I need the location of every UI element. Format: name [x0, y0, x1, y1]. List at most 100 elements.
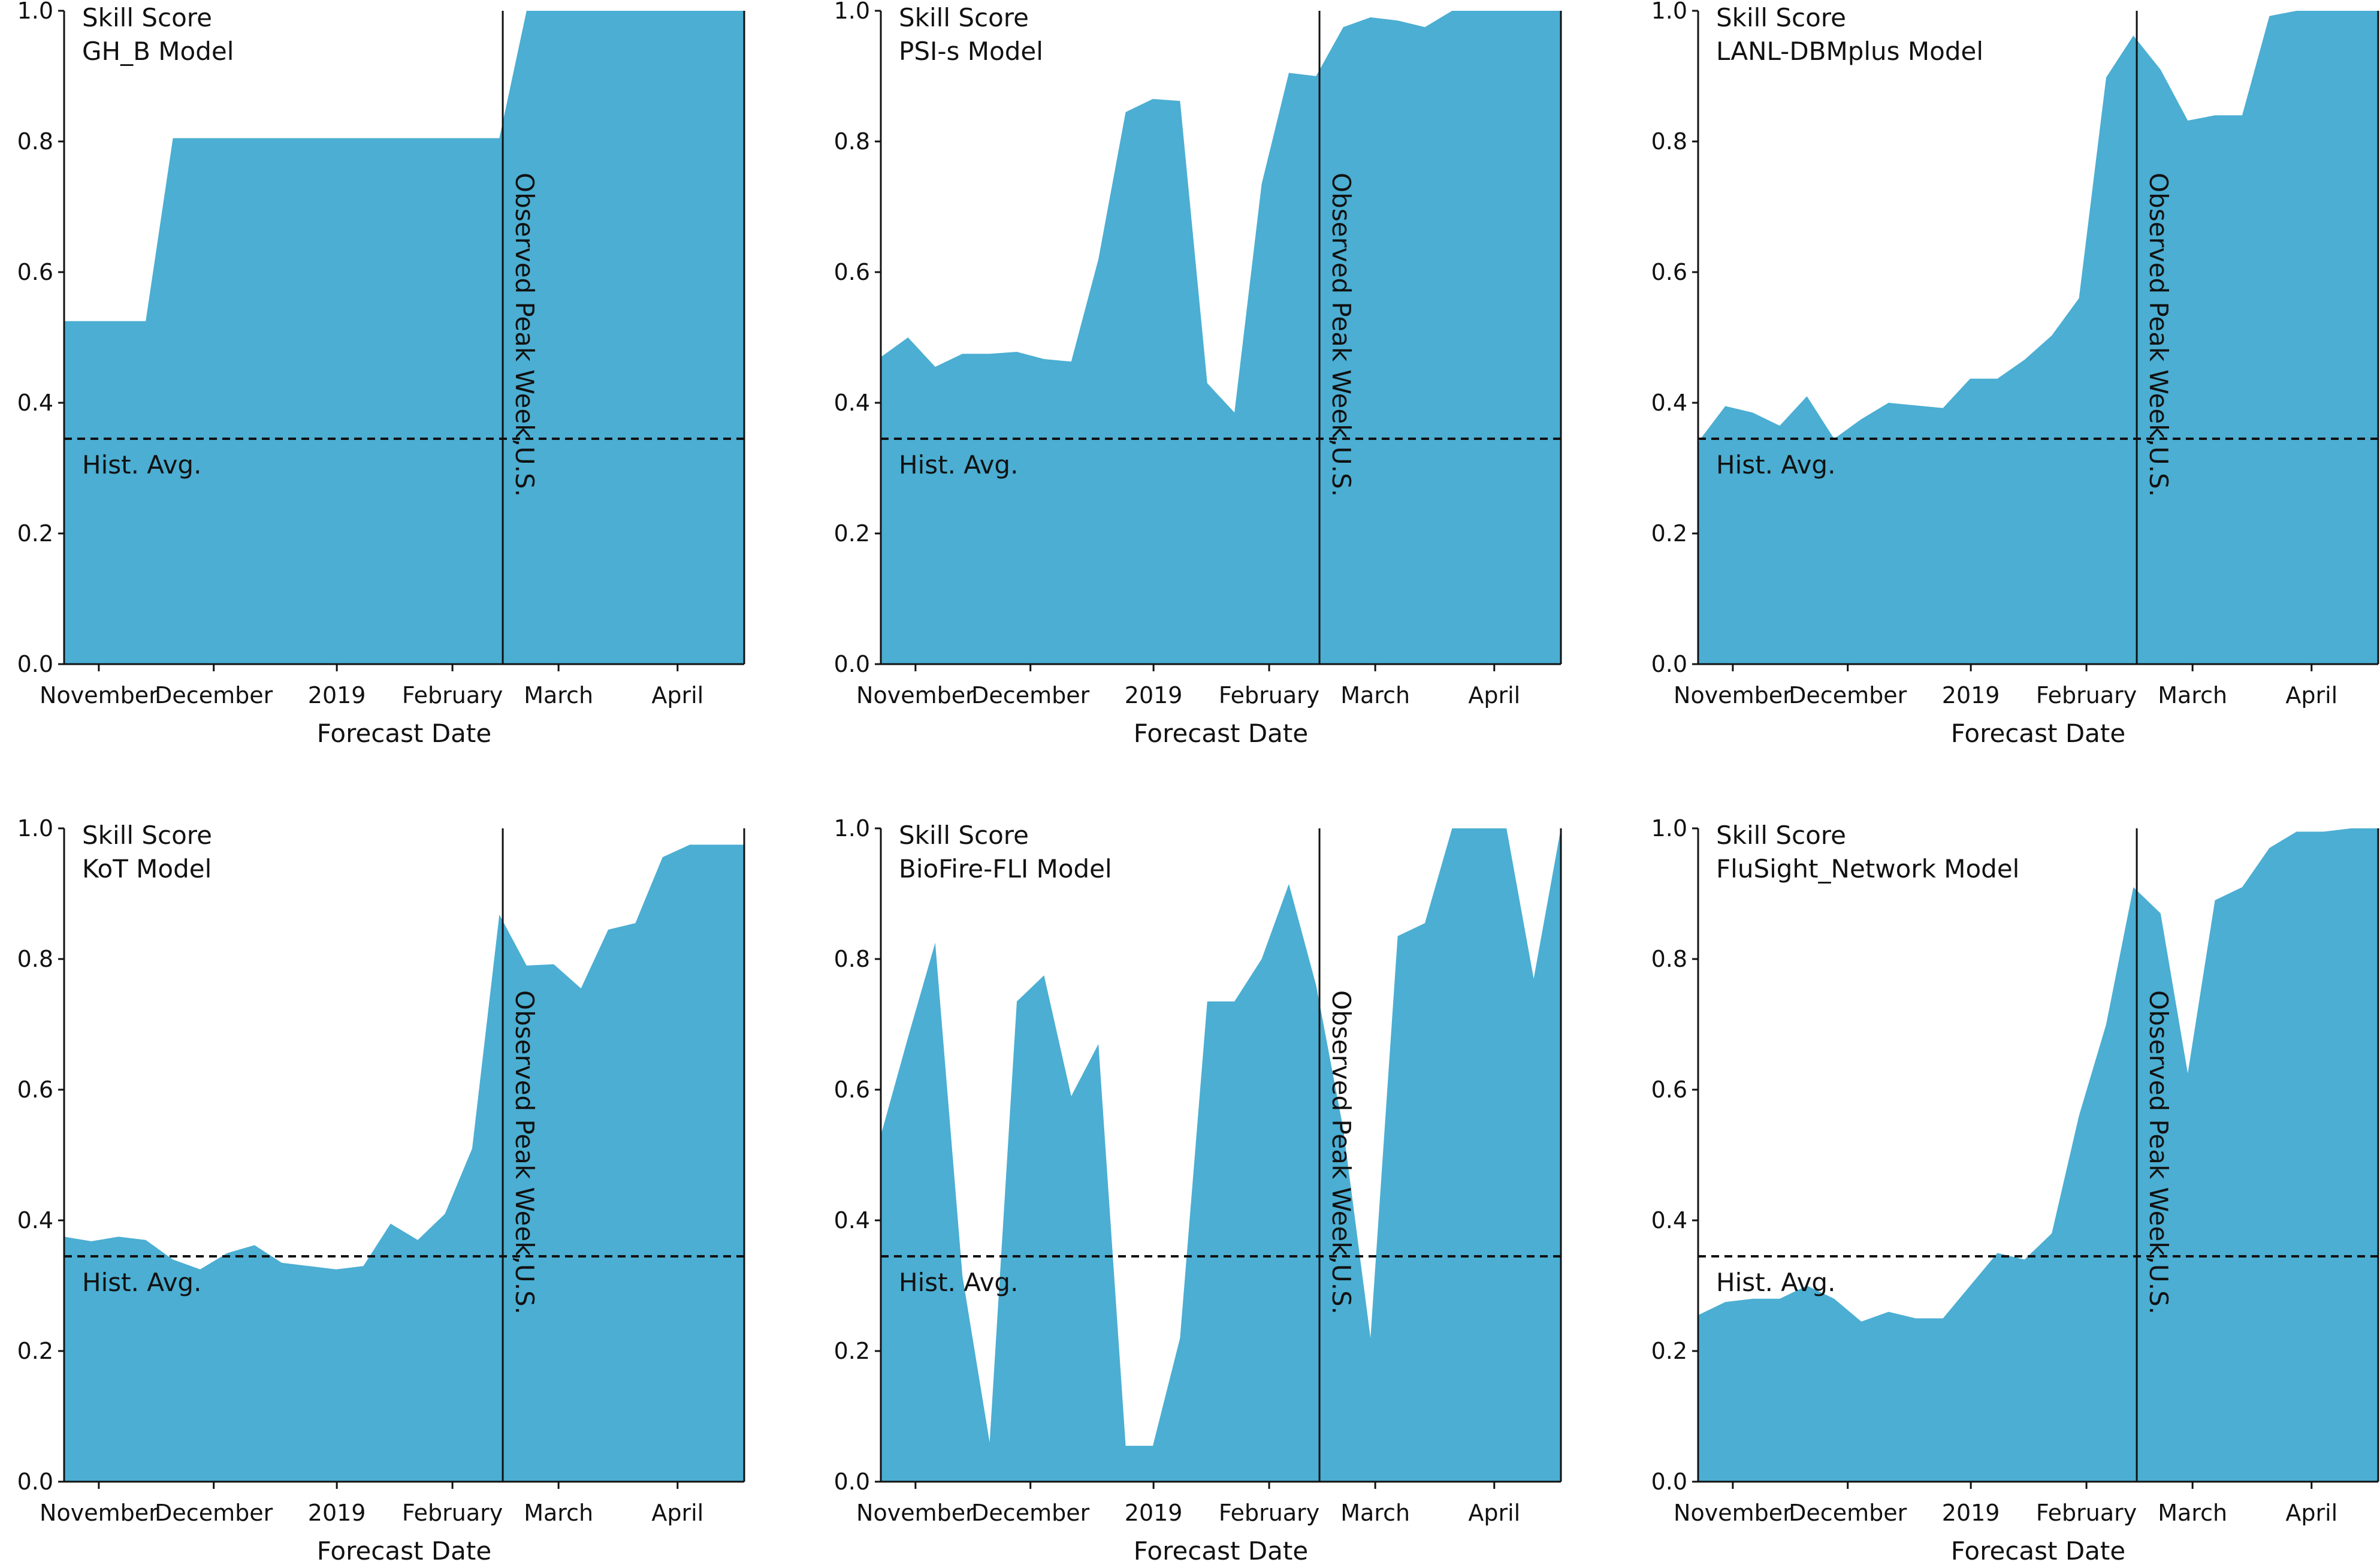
y-tick-label: 0.8: [17, 946, 53, 972]
y-tick-label: 1.0: [1651, 0, 1687, 24]
hist-avg-label: Hist. Avg.: [82, 1268, 201, 1297]
y-tick-label: 0.4: [834, 1207, 870, 1234]
y-tick-label: 0.8: [834, 128, 870, 155]
y-tick-label: 0.6: [1651, 1076, 1687, 1103]
y-tick-label: 0.6: [1651, 259, 1687, 285]
y-tick-label: 0.0: [834, 1468, 870, 1495]
x-tick-label: February: [402, 682, 503, 708]
y-tick-label: 0.6: [17, 1076, 53, 1103]
y-tick-label: 1.0: [17, 815, 53, 842]
x-tick-label: March: [1340, 1500, 1410, 1526]
observed-peak-label: Observed Peak Week,U.S.: [2144, 990, 2173, 1314]
x-tick-label: November: [1674, 1500, 1792, 1526]
hist-avg-label: Hist. Avg.: [1716, 1268, 1835, 1297]
skill-score-area: [1698, 828, 2378, 1482]
y-tick-label: 0.0: [17, 651, 53, 677]
x-axis-label: Forecast Date: [1134, 1536, 1308, 1562]
x-tick-label: December: [155, 1500, 273, 1526]
y-tick-label: 0.2: [17, 520, 53, 547]
y-tick-label: 0.6: [834, 1076, 870, 1103]
x-tick-label: April: [1468, 1500, 1520, 1526]
x-tick-label: 2019: [1125, 682, 1183, 708]
x-tick-label: March: [2158, 682, 2227, 708]
y-tick-label: 0.8: [834, 946, 870, 972]
x-tick-label: February: [1219, 1500, 1319, 1526]
x-tick-label: April: [2285, 682, 2337, 708]
y-tick-label: 0.4: [834, 390, 870, 416]
skill-score-area: [881, 828, 1561, 1482]
x-tick-label: February: [1219, 682, 1319, 708]
y-tick-label: 0.0: [1651, 651, 1687, 677]
hist-avg-label: Hist. Avg.: [899, 1268, 1018, 1297]
y-tick-label: 0.8: [1651, 946, 1687, 972]
x-tick-label: March: [524, 682, 593, 708]
x-tick-label: November: [856, 682, 975, 708]
x-tick-label: November: [40, 682, 158, 708]
chart-title: Skill Score: [1716, 3, 1846, 32]
x-tick-label: December: [1789, 682, 1907, 708]
x-tick-label: December: [971, 682, 1089, 708]
y-tick-label: 1.0: [834, 815, 870, 842]
y-tick-label: 0.2: [834, 1338, 870, 1364]
y-tick-label: 0.2: [1651, 520, 1687, 547]
chart-subtitle: GH_B Model: [82, 37, 234, 66]
skill-score-area: [1698, 11, 2378, 664]
chart-subtitle: LANL-DBMplus Model: [1716, 37, 1983, 66]
x-axis-label: Forecast Date: [317, 719, 491, 748]
x-tick-label: December: [1789, 1500, 1907, 1526]
x-axis-label: Forecast Date: [1951, 719, 2125, 748]
chart-subtitle: BioFire-FLI Model: [899, 854, 1112, 883]
y-tick-label: 0.4: [17, 1207, 53, 1234]
y-tick-label: 0.4: [1651, 390, 1687, 416]
y-tick-label: 0.2: [17, 1338, 53, 1364]
y-tick-label: 0.0: [1651, 1468, 1687, 1495]
observed-peak-label: Observed Peak Week,U.S.: [2144, 173, 2173, 497]
y-tick-label: 0.2: [1651, 1338, 1687, 1364]
y-tick-label: 1.0: [17, 0, 53, 24]
observed-peak-label: Observed Peak Week,U.S.: [1327, 173, 1356, 497]
x-tick-label: December: [971, 1500, 1089, 1526]
skill-score-area: [881, 11, 1561, 664]
x-tick-label: 2019: [1125, 1500, 1183, 1526]
y-tick-label: 1.0: [1651, 815, 1687, 842]
x-tick-label: November: [856, 1500, 975, 1526]
x-tick-label: November: [1674, 682, 1792, 708]
y-tick-label: 0.6: [834, 259, 870, 285]
chart-title: Skill Score: [1716, 821, 1846, 850]
x-axis-label: Forecast Date: [1951, 1536, 2125, 1562]
observed-peak-label: Observed Peak Week,U.S.: [510, 990, 539, 1314]
y-tick-label: 0.8: [17, 128, 53, 155]
y-tick-label: 1.0: [834, 0, 870, 24]
y-tick-label: 0.8: [1651, 128, 1687, 155]
y-tick-label: 0.0: [834, 651, 870, 677]
chart-title: Skill Score: [82, 821, 212, 850]
chart-subtitle: FluSight_Network Model: [1716, 854, 2019, 883]
y-tick-label: 0.4: [17, 390, 53, 416]
x-tick-label: April: [651, 682, 703, 708]
chart-subtitle: KoT Model: [82, 854, 212, 883]
x-tick-label: 2019: [308, 682, 366, 708]
skill-score-area: [64, 845, 744, 1482]
chart-subtitle: PSI-s Model: [899, 37, 1043, 66]
chart-title: Skill Score: [899, 3, 1029, 32]
skill-score-area: [64, 11, 744, 664]
y-tick-label: 0.4: [1651, 1207, 1687, 1234]
x-tick-label: February: [2036, 1500, 2137, 1526]
x-tick-label: February: [402, 1500, 503, 1526]
hist-avg-label: Hist. Avg.: [1716, 450, 1835, 480]
y-tick-label: 0.6: [17, 259, 53, 285]
chart-title: Skill Score: [82, 3, 212, 32]
observed-peak-label: Observed Peak Week,U.S.: [510, 173, 539, 497]
x-tick-label: March: [2158, 1500, 2227, 1526]
x-tick-label: April: [2285, 1500, 2337, 1526]
x-tick-label: March: [1340, 682, 1410, 708]
x-tick-label: February: [2036, 682, 2137, 708]
x-tick-label: 2019: [1942, 682, 2000, 708]
